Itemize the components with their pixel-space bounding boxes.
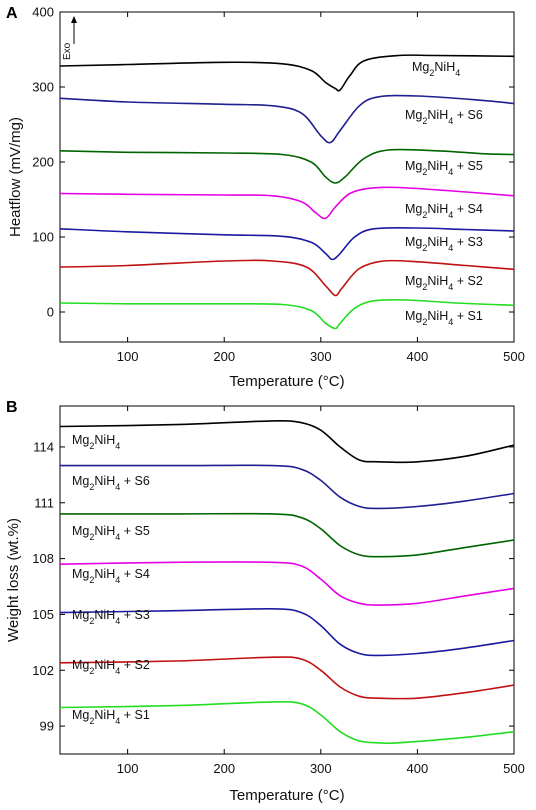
panel-b-x-axis-title: Temperature (°C) [229,787,344,804]
panel-a-y-ticks: 0 100 200 300 400 [32,5,514,320]
y-tick-label: 102 [32,663,54,678]
x-tick-label: 300 [310,761,332,776]
y-tick-label: 0 [47,305,54,320]
series-label-mg2nih4-s4: Mg2NiH4 + S4 [405,202,483,220]
series-line-mg2nih4-s4 [59,186,515,220]
panel-b-y-axis-title: Weight loss (wt.%) [5,518,22,642]
y-tick-label: 114 [33,439,54,454]
y-tick-label: 300 [32,80,54,95]
series-label-mg2nih4-s6: Mg2NiH4 + S6 [72,474,150,492]
panel-a-y-axis-title: Heatflow (mV/mg) [7,117,24,237]
series-line-mg2nih4-s2 [59,656,515,700]
series-label-mg2nih4-s5: Mg2NiH4 + S5 [72,524,150,542]
series-label-mg2nih4-s2: Mg2NiH4 + S2 [72,658,150,676]
panel-b-frame [59,405,515,755]
panel-b-weight-loss: B 100 200 300 400 500 99 102 105 108 111 114 Mg2N… [5,399,525,804]
series-label-mg2nih4-s4: Mg2NiH4 + S4 [72,567,150,585]
exo-arrow-icon [71,16,77,23]
panel-a-label: A [6,5,18,22]
series-line-mg2nih4-s3 [59,227,515,261]
panel-b-y-ticks: 99 102 105 108 111 114 [32,439,514,734]
x-tick-label: 500 [503,761,525,776]
panel-a-curves [59,54,515,330]
series-label-mg2nih4-s1: Mg2NiH4 + S1 [405,309,483,327]
series-line-mg2nih4 [59,54,515,92]
series-label-mg2nih4: Mg2NiH4 [72,433,120,451]
series-label-mg2nih4-s3: Mg2NiH4 + S3 [72,608,150,626]
panel-b-x-ticks: 100 200 300 400 500 [117,406,525,776]
exo-label: Exo [62,42,73,60]
series-line-mg2nih4-s3 [59,607,515,657]
series-line-mg2nih4-s5 [59,148,515,184]
series-line-mg2nih4-s1 [59,298,515,330]
y-tick-label: 400 [32,5,54,20]
x-tick-label: 100 [117,349,139,364]
x-tick-label: 200 [213,349,235,364]
series-line-mg2nih4-s2 [59,259,515,297]
panel-a-x-ticks: 100 200 300 400 500 [117,12,525,364]
y-tick-label: 100 [32,230,54,245]
series-label-mg2nih4-s6: Mg2NiH4 + S6 [405,108,483,126]
series-label-mg2nih4-s1: Mg2NiH4 + S1 [72,708,150,726]
series-label-mg2nih4-s2: Mg2NiH4 + S2 [405,274,483,292]
series-line-mg2nih4-s5 [60,512,515,558]
panel-a-x-axis-title: Temperature (°C) [229,373,344,390]
x-tick-label: 400 [407,761,429,776]
series-label-mg2nih4-s5: Mg2NiH4 + S5 [405,159,483,177]
series-line-mg2nih4-s6 [60,464,515,510]
x-tick-label: 300 [310,349,332,364]
y-tick-label: 105 [32,607,54,622]
panel-b-label: B [6,399,18,416]
series-line-mg2nih4-s6 [59,94,515,144]
x-tick-label: 100 [117,761,139,776]
exo-indicator: Exo [62,16,77,60]
panel-a-series-labels: Mg2NiH4 Mg2NiH4 + S6 Mg2NiH4 + S5 Mg2NiH4 +… [405,60,483,327]
panel-a-frame [59,11,515,343]
series-label-mg2nih4: Mg2NiH4 [412,60,460,78]
y-tick-label: 111 [34,495,54,510]
y-tick-label: 200 [32,155,54,170]
y-tick-label: 108 [32,551,54,566]
y-tick-label: 99 [40,719,54,734]
series-line-mg2nih4-s4 [59,561,515,606]
x-tick-label: 500 [503,349,525,364]
series-line-mg2nih4-s1 [59,700,515,745]
panel-b-curves [59,420,515,745]
panel-b-series-labels: Mg2NiH4 Mg2NiH4 + S6 Mg2NiH4 + S5 Mg2NiH4 +… [72,433,150,726]
series-label-mg2nih4-s3: Mg2NiH4 + S3 [405,235,483,253]
x-tick-label: 400 [407,349,429,364]
series-line-mg2nih4 [59,420,515,464]
x-tick-label: 200 [213,761,235,776]
